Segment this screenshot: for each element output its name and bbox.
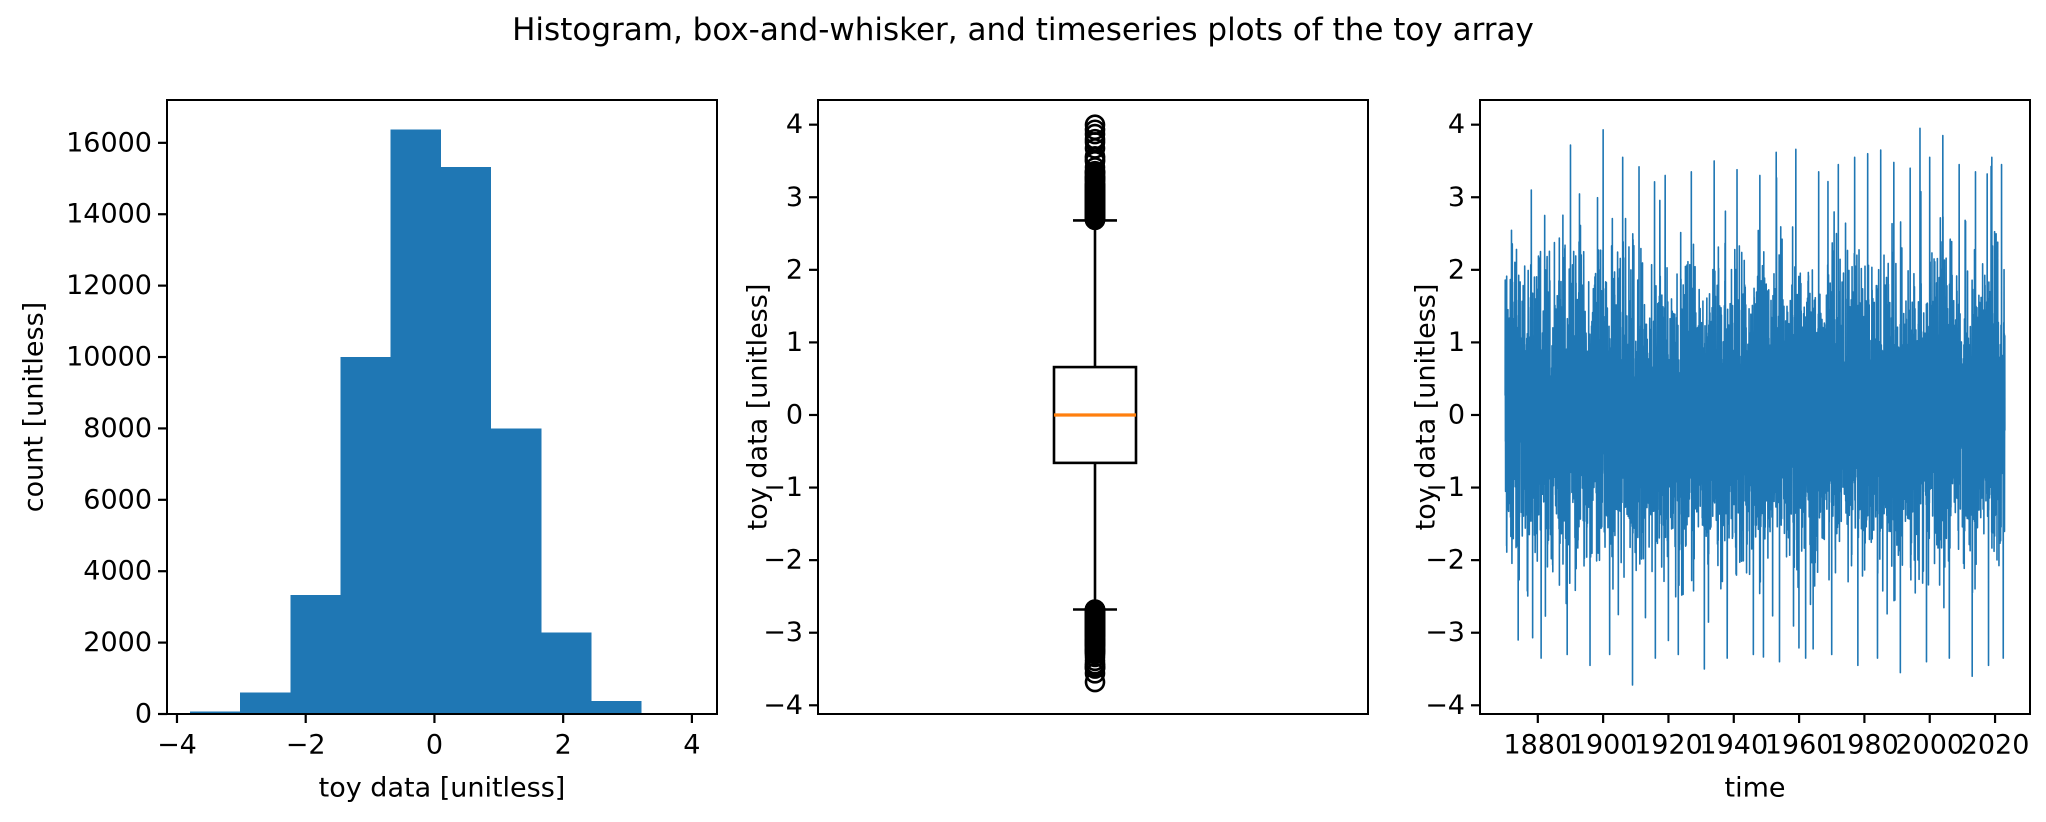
y-tick-label: 3 <box>1448 182 1465 213</box>
y-tick-label: 1 <box>1448 327 1465 358</box>
x-tick-label: 1880 <box>1503 730 1572 761</box>
x-tick-label: −2 <box>286 730 326 761</box>
x-tick-label: −4 <box>157 730 197 761</box>
x-tick-label: 2000 <box>1895 730 1964 761</box>
y-tick-label: 2 <box>786 254 803 285</box>
y-tick-label: 1 <box>786 327 803 358</box>
outlier-circle <box>1084 114 1106 135</box>
y-tick-label: 2000 <box>83 627 152 658</box>
boxplot-subplot: −4 −3 −2 −1 0 1 2 3 4 toy data [unitless] <box>743 98 1370 721</box>
x-tick-label: 1940 <box>1699 730 1768 761</box>
histogram-bars <box>189 129 692 715</box>
y-tick-label: 10000 <box>66 342 152 373</box>
y-axis-label: toy data [unitless] <box>1411 284 1442 531</box>
x-axis-label: time <box>1724 773 1785 804</box>
figure-title: Histogram, box-and-whisker, and timeseri… <box>512 12 1534 48</box>
y-tick-label: 16000 <box>66 127 152 158</box>
y-tick-label: 3 <box>786 182 803 213</box>
histogram-bar <box>240 692 291 714</box>
x-tick-label: 1980 <box>1830 730 1899 761</box>
y-tick-label: 4000 <box>83 556 152 587</box>
y-tick-label: −4 <box>1425 690 1465 721</box>
y-tick-label: −1 <box>1425 472 1465 503</box>
outlier-circle <box>1084 671 1106 693</box>
y-tick-label: 0 <box>786 399 803 430</box>
outlier-circle <box>1084 622 1106 643</box>
y-tick-label: 6000 <box>83 484 152 515</box>
outliers <box>1084 114 1106 693</box>
x-tick-label: 2020 <box>1961 730 2030 761</box>
outlier-circle <box>1084 609 1106 631</box>
y-tick-label: −2 <box>1425 545 1465 576</box>
histogram-bar <box>390 129 441 714</box>
y-tick-label: −1 <box>763 472 803 503</box>
histogram-subplot: 0 2000 4000 6000 8000 10000 12000 14000 16000 −4 −… <box>19 98 719 804</box>
x-tick-label: 2 <box>555 730 572 761</box>
x-axis-label: toy data [unitless] <box>319 773 566 804</box>
axes-frame <box>1478 98 2032 716</box>
x-tick-label: 1960 <box>1765 730 1834 761</box>
outlier-circle <box>1084 663 1106 684</box>
y-tick-label: 12000 <box>66 270 152 301</box>
outlier-circle <box>1084 181 1106 203</box>
x-tick-label: 1920 <box>1634 730 1703 761</box>
axes-frame <box>165 98 719 716</box>
outlier-circle <box>1084 172 1106 194</box>
histogram-bar <box>591 700 642 714</box>
y-tick-label: 0 <box>135 699 152 730</box>
histogram-bar <box>440 166 492 715</box>
y-tick-label: 0 <box>1448 399 1465 430</box>
outlier-circle <box>1084 165 1106 187</box>
timeseries-line <box>1504 127 2006 686</box>
y-axis-label: count [unitless] <box>19 302 50 512</box>
y-tick-label: 4 <box>1448 109 1465 140</box>
y-tick-label: 8000 <box>83 413 152 444</box>
histogram-bar <box>491 428 542 714</box>
outlier-circle <box>1084 119 1106 141</box>
histogram-bar <box>290 595 341 714</box>
outlier-circle <box>1084 193 1106 215</box>
y-tick-label: −4 <box>763 690 803 721</box>
x-tick-label: 0 <box>426 730 443 761</box>
x-tick-label: 4 <box>683 730 700 761</box>
y-tick-label: −3 <box>763 617 803 648</box>
outlier-circle <box>1084 657 1106 678</box>
outlier-circle <box>1084 128 1106 150</box>
histogram-bar <box>189 711 241 714</box>
y-tick-label: 4 <box>786 109 803 140</box>
timeseries-subplot: −4 −3 −2 −1 0 1 2 3 4 188019001920194019601980200… <box>1411 98 2032 804</box>
histogram-bar <box>340 357 391 714</box>
y-tick-label: −3 <box>1425 617 1465 648</box>
y-tick-label: 14000 <box>66 199 152 230</box>
y-axis-label: toy data [unitless] <box>743 284 774 531</box>
outlier-circle <box>1084 206 1106 228</box>
x-tick-label: 1900 <box>1569 730 1638 761</box>
y-tick-label: 2 <box>1448 254 1465 285</box>
histogram-bar <box>541 632 592 714</box>
y-tick-label: −2 <box>763 545 803 576</box>
axes-frame <box>816 98 1370 716</box>
